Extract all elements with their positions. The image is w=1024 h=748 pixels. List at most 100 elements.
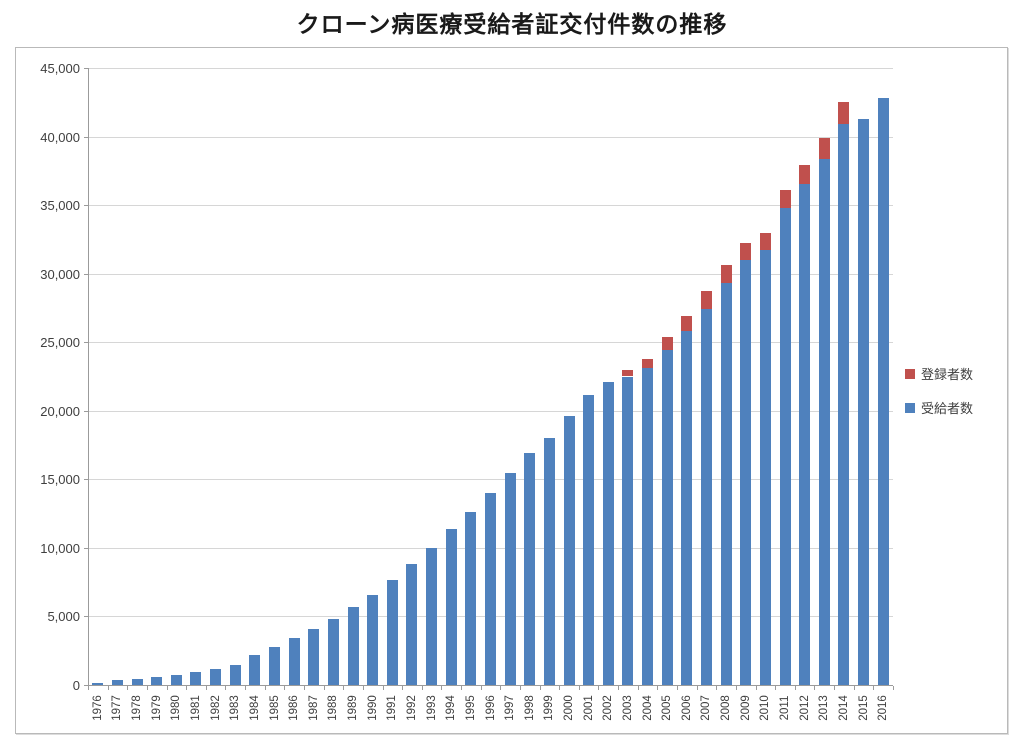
- bar-recipients-1982: [210, 668, 222, 685]
- x-tick-28: [637, 686, 639, 690]
- x-axis-label-2016: 2016: [877, 695, 890, 721]
- x-axis-label-2008: 2008: [720, 695, 733, 721]
- x-tick-14: [362, 686, 364, 690]
- bar-recipients-2012: [799, 183, 811, 685]
- bar-registered-2008: [720, 265, 732, 284]
- bar-registered-2010: [759, 232, 771, 251]
- x-axis-label-1982: 1982: [209, 695, 222, 721]
- y-tick-20000: [84, 411, 88, 412]
- x-axis-label-1987: 1987: [307, 695, 320, 721]
- x-tick-1: [107, 686, 109, 690]
- chart-title: クローン病医療受給者証交付件数の推移: [296, 11, 728, 37]
- x-axis-label-1994: 1994: [445, 695, 458, 721]
- x-axis-label-1988: 1988: [327, 695, 340, 721]
- x-axis-label-1981: 1981: [189, 695, 202, 721]
- bar-registered-2005: [661, 337, 673, 351]
- bar-recipients-1998: [524, 453, 536, 685]
- legend-marker-blue-icon: [905, 402, 915, 413]
- bar-recipients-1978: [131, 678, 143, 685]
- x-tick-29: [657, 686, 659, 690]
- bar-recipients-1984: [249, 654, 261, 685]
- y-tick-0: [84, 685, 88, 686]
- bar-recipients-1983: [229, 665, 241, 685]
- x-axis-label-1992: 1992: [405, 695, 418, 721]
- x-tick-25: [578, 686, 580, 690]
- x-tick-18: [441, 686, 443, 690]
- x-axis-label-1997: 1997: [504, 695, 517, 721]
- x-tick-6: [205, 686, 207, 690]
- bar-recipients-1977: [111, 680, 123, 685]
- gridline-40000: [88, 137, 893, 138]
- x-axis-label-1990: 1990: [366, 695, 379, 721]
- bar-recipients-2016: [877, 98, 889, 685]
- bar-recipients-1985: [269, 646, 281, 685]
- x-axis-label-1976: 1976: [91, 695, 104, 721]
- x-tick-0: [88, 686, 89, 690]
- x-axis-label-2000: 2000: [563, 695, 576, 721]
- bar-recipients-2006: [681, 330, 693, 685]
- x-tick-31: [696, 686, 698, 690]
- bar-recipients-1981: [190, 671, 202, 685]
- x-axis-label-2003: 2003: [621, 695, 634, 721]
- bar-recipients-2010: [759, 250, 771, 685]
- x-tick-9: [264, 686, 266, 690]
- bar-recipients-1994: [445, 529, 457, 685]
- gridline-45000: [88, 68, 893, 69]
- y-axis-label-25000: 25,000: [40, 335, 80, 350]
- bar-recipients-2007: [700, 309, 712, 685]
- x-tick-10: [284, 686, 286, 690]
- x-tick-30: [677, 686, 679, 690]
- bar-registered-2009: [740, 242, 752, 260]
- bar-recipients-2014: [838, 124, 850, 685]
- bar-recipients-2015: [858, 118, 870, 685]
- x-axis-label-2011: 2011: [779, 695, 791, 721]
- x-tick-32: [716, 686, 718, 690]
- x-tick-15: [382, 686, 384, 690]
- x-tick-23: [539, 686, 541, 690]
- x-axis-label-2009: 2009: [739, 695, 752, 721]
- bar-recipients-1987: [308, 629, 320, 685]
- x-tick-34: [755, 686, 757, 690]
- x-axis-label-2002: 2002: [602, 695, 615, 721]
- bar-recipients-2000: [563, 415, 575, 685]
- x-axis-label-2004: 2004: [641, 695, 654, 721]
- bar-recipients-2005: [661, 350, 673, 685]
- bar-recipients-1993: [426, 547, 438, 685]
- y-tick-45000: [84, 68, 88, 69]
- legend-marker-red-icon: [905, 368, 915, 379]
- y-axis-label-15000: 15,000: [40, 472, 80, 487]
- gridline-25000: [88, 342, 893, 343]
- y-axis-label-20000: 20,000: [40, 404, 80, 419]
- x-axis-label-1978: 1978: [131, 695, 144, 721]
- x-axis-label-2015: 2015: [857, 695, 870, 721]
- bar-recipients-2001: [583, 395, 595, 685]
- bar-recipients-2011: [779, 207, 791, 685]
- x-axis-label-1984: 1984: [248, 695, 261, 721]
- bar-recipients-1991: [386, 580, 398, 685]
- x-axis-label-1980: 1980: [170, 695, 183, 721]
- x-tick-27: [618, 686, 620, 690]
- legend-label-recipients: 受給者数: [921, 401, 974, 416]
- bar-registered-2013: [818, 137, 830, 160]
- x-tick-35: [775, 686, 777, 690]
- gridline-20000: [88, 411, 893, 412]
- x-axis-label-1983: 1983: [229, 695, 242, 721]
- bar-registered-2011: [779, 190, 791, 208]
- x-tick-17: [421, 686, 423, 690]
- y-tick-30000: [84, 274, 88, 275]
- x-axis-label-2007: 2007: [700, 695, 713, 721]
- bar-recipients-2004: [642, 367, 654, 685]
- y-axis-line: [88, 68, 89, 686]
- x-tick-13: [343, 686, 345, 690]
- bar-recipients-2002: [602, 381, 614, 685]
- x-tick-22: [519, 686, 521, 690]
- bar-recipients-1980: [170, 674, 182, 685]
- x-tick-37: [814, 686, 816, 690]
- x-axis-label-1991: 1991: [386, 695, 399, 721]
- chart-legend: 登録者数 受給者数: [905, 364, 973, 432]
- x-tick-38: [834, 686, 836, 690]
- y-axis-label-10000: 10,000: [40, 541, 80, 556]
- chart-plot-frame: 0 5,000 10,000 15,000 20,000 25,000 30,000 35,0…: [15, 47, 1008, 734]
- x-tick-24: [559, 686, 561, 690]
